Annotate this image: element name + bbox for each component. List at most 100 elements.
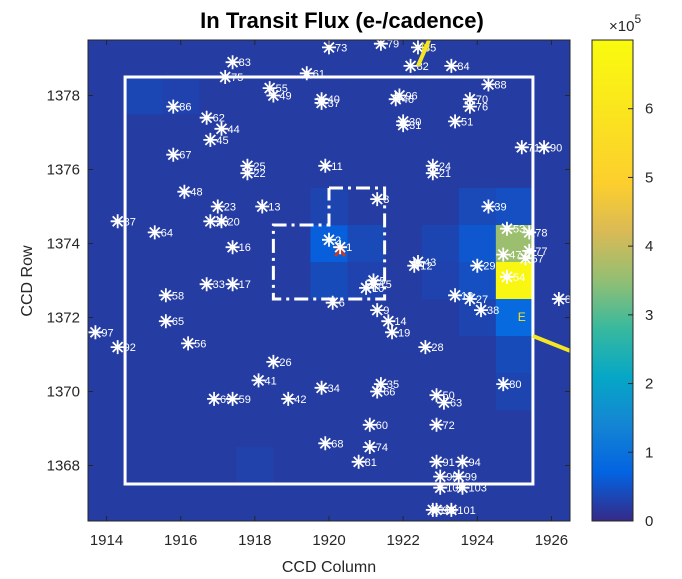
star-asterisk bbox=[314, 95, 329, 110]
star-asterisk bbox=[455, 454, 470, 469]
compass-east-label: E bbox=[518, 310, 526, 324]
star-label: 64 bbox=[161, 227, 173, 239]
star-label: 24 bbox=[439, 161, 451, 173]
star-label: 77 bbox=[535, 246, 547, 258]
star-label: 33 bbox=[213, 279, 225, 291]
star-label: 26 bbox=[279, 357, 291, 369]
star-label: 69 bbox=[220, 394, 232, 406]
star-label: 92 bbox=[124, 342, 136, 354]
star-asterisk bbox=[429, 388, 444, 403]
star-label: 34 bbox=[328, 383, 340, 395]
star-marker: 49 bbox=[266, 88, 292, 103]
star-marker: 76 bbox=[462, 99, 488, 114]
star-asterisk bbox=[110, 340, 125, 355]
star-label: 9 bbox=[383, 305, 389, 317]
star-label: 41 bbox=[265, 375, 277, 387]
star-marker: 67 bbox=[166, 147, 192, 162]
star-asterisk bbox=[318, 436, 333, 451]
star-marker: 1 bbox=[333, 240, 352, 255]
star-label: 70 bbox=[476, 94, 488, 106]
colorbar-tick-label: 1 bbox=[645, 444, 653, 461]
target-mask-outline bbox=[271, 186, 387, 301]
star-label: 1 bbox=[346, 242, 352, 254]
star-label: 57 bbox=[532, 253, 544, 265]
star-label: 50 bbox=[443, 390, 455, 402]
star-label: 63 bbox=[450, 398, 462, 410]
star-asterisk bbox=[537, 140, 552, 155]
star-marker: 28 bbox=[418, 340, 444, 354]
y-tick-label: 1372 bbox=[47, 310, 80, 327]
x-tick-label: 1916 bbox=[164, 532, 197, 549]
star-marker: 75 bbox=[218, 70, 243, 84]
star-label: 45 bbox=[216, 135, 228, 147]
heatmap-pixel bbox=[310, 262, 348, 300]
star-asterisk bbox=[448, 114, 463, 129]
star-asterisk bbox=[199, 277, 214, 292]
star-asterisk bbox=[255, 199, 270, 214]
star-label: 83 bbox=[239, 57, 251, 69]
star-marker: 86 bbox=[166, 99, 192, 114]
star-asterisk bbox=[496, 377, 511, 392]
star-asterisk bbox=[522, 225, 537, 240]
star-marker: 19 bbox=[385, 325, 410, 340]
star-label: 30 bbox=[409, 116, 421, 128]
colorbar-tick-label: 6 bbox=[645, 101, 653, 118]
star-marker: 44 bbox=[214, 121, 240, 136]
star-asterisk bbox=[225, 55, 240, 70]
star-marker: 24 bbox=[425, 158, 451, 173]
star-label: 46 bbox=[402, 94, 414, 106]
compass-north-arrow bbox=[416, 40, 431, 67]
star-marker: 34 bbox=[314, 380, 340, 395]
star-marker: 23 bbox=[210, 199, 236, 214]
star-label: 94 bbox=[468, 457, 480, 469]
heatmap-pixel bbox=[421, 225, 460, 263]
star-asterisk bbox=[370, 303, 385, 318]
colorbar-ticks: 0 1 2 3 4 5 6 bbox=[628, 101, 653, 530]
star-asterisk bbox=[481, 199, 496, 214]
star-asterisk bbox=[370, 192, 385, 207]
star-marker: 88 bbox=[481, 77, 507, 92]
star-label: 89 bbox=[565, 294, 577, 306]
star-label: 27 bbox=[476, 294, 488, 306]
star-label: 14 bbox=[394, 316, 406, 328]
star-marker: 59 bbox=[225, 391, 251, 406]
star-asterisk bbox=[158, 314, 173, 329]
star-asterisk bbox=[462, 292, 477, 306]
star-marker: 6 bbox=[325, 295, 345, 310]
star-marker: 91 bbox=[429, 454, 455, 469]
star-asterisk bbox=[470, 258, 485, 273]
star-label: 28 bbox=[431, 342, 443, 354]
star-marker: 61 bbox=[299, 66, 325, 81]
star-label: 79 bbox=[387, 39, 399, 51]
star-label: 47 bbox=[509, 250, 521, 262]
star-marker: 62 bbox=[199, 110, 225, 125]
star-asterisk bbox=[410, 40, 425, 55]
star-label: 6 bbox=[339, 298, 345, 310]
star-asterisk bbox=[207, 391, 222, 406]
compass: NE bbox=[416, 40, 570, 353]
star-label: 78 bbox=[535, 227, 547, 239]
star-label: 16 bbox=[239, 242, 251, 254]
star-asterisk bbox=[429, 454, 444, 469]
star-label: 51 bbox=[461, 116, 473, 128]
star-marker: 97 bbox=[88, 325, 114, 340]
star-label: 58 bbox=[172, 290, 184, 302]
star-label: 44 bbox=[227, 124, 239, 136]
star-label: 81 bbox=[365, 457, 377, 469]
heatmap-pixel bbox=[347, 225, 385, 263]
star-asterisk bbox=[444, 58, 459, 73]
star-marker: 13 bbox=[255, 199, 281, 214]
star-marker: 68 bbox=[318, 436, 344, 451]
star-asterisk bbox=[481, 77, 496, 92]
star-label: 25 bbox=[253, 161, 265, 173]
star-asterisk bbox=[166, 99, 181, 114]
star-label: 43 bbox=[424, 257, 436, 269]
star-marker: 101 bbox=[444, 502, 476, 517]
star-asterisk bbox=[199, 110, 214, 125]
star-marker: 65 bbox=[158, 314, 184, 329]
star-label: 11 bbox=[331, 161, 342, 173]
star-marker: 39 bbox=[481, 199, 507, 214]
star-asterisk bbox=[299, 66, 314, 81]
star-asterisk bbox=[158, 288, 173, 303]
